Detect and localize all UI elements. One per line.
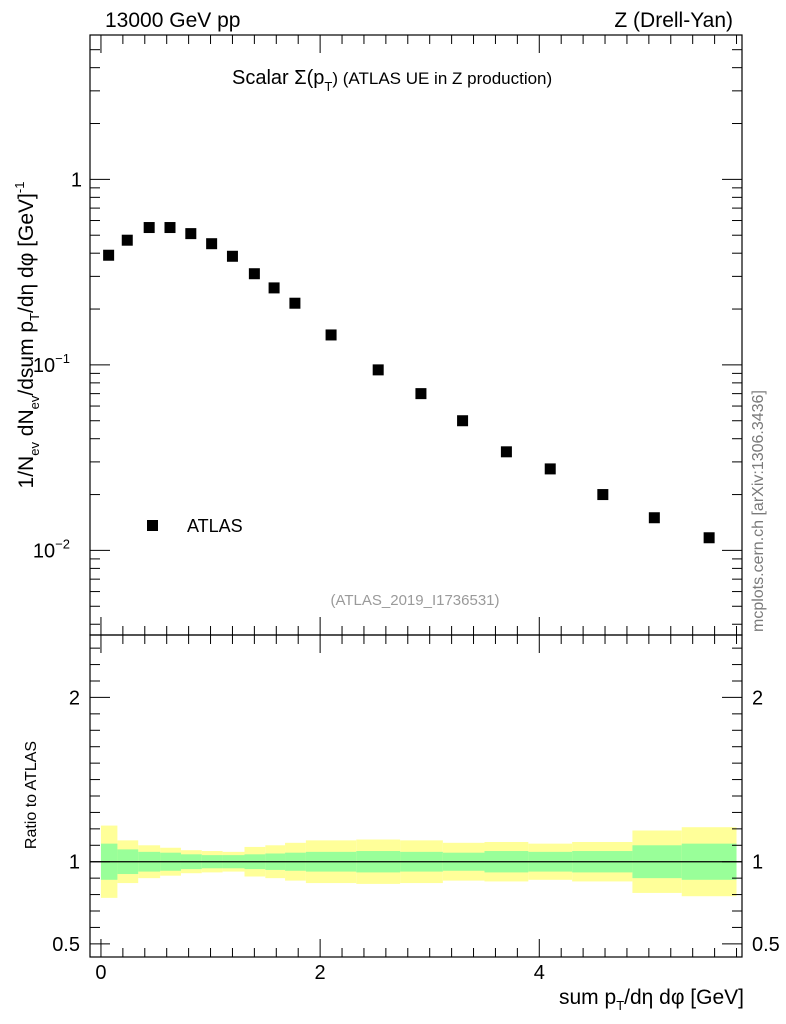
data-point (457, 415, 469, 427)
legend-label: ATLAS (187, 516, 243, 536)
data-point (226, 250, 238, 262)
data-point (415, 388, 427, 400)
ratio-y-tick-label-right: 2 (752, 687, 763, 709)
x-axis-label: sum pT/dη dφ [GeV] (559, 986, 744, 1013)
plot-title-rest: ) (ATLAS UE in Z production) (332, 69, 552, 88)
data-point (206, 238, 218, 250)
data-point (703, 532, 715, 544)
data-point (268, 282, 280, 294)
main-data-points (103, 222, 715, 544)
main-panel: 1 10−1 10−2 Scalar Σ(pT) (ATLAS UE in Z pr… (12, 34, 743, 636)
data-point (248, 268, 260, 280)
data-point (143, 222, 155, 234)
data-point (597, 489, 609, 501)
data-point (289, 297, 301, 309)
y-tick-label: 10−1 (33, 351, 70, 377)
x-tick-label: 2 (315, 962, 326, 984)
main-plot-frame (89, 34, 743, 636)
ratio-y-tick-label-left: 2 (69, 687, 80, 709)
ratio-y-tick-label-right: 1 (752, 852, 763, 874)
ratio-y-tick-label-left: 0.5 (52, 934, 80, 956)
ratio-y-axis-label: Ratio to ATLAS (23, 741, 40, 849)
data-point (372, 364, 384, 376)
y-tick-label: 1 (71, 169, 82, 191)
main-axis-ticks: 1 10−1 10−2 (33, 34, 742, 635)
data-point (103, 249, 115, 261)
ratio-plot-frame (89, 634, 743, 958)
main-y-axis-label: 1/Nev dNev/dsum pT/dη dφ [GeV]-1 (12, 182, 42, 489)
legend-marker (147, 520, 158, 531)
plot-title: Scalar Σ(pT) (ATLAS UE in Z production) (232, 67, 552, 94)
header-collision-label: 13000 GeV pp (105, 9, 240, 32)
data-point (500, 446, 512, 458)
y-tick-label-exponent: −1 (55, 351, 70, 366)
data-point (544, 463, 556, 475)
side-source-label: mcplots.cern.ch [arXiv:1306.3436] (750, 390, 767, 632)
data-point (121, 234, 133, 246)
plot-title-main: Scalar Σ(p (232, 67, 324, 89)
x-tick-label: 4 (534, 962, 545, 984)
data-point (325, 329, 337, 341)
data-point (648, 512, 660, 524)
ratio-panel: 0.5 0.5 1 1 2 2 0 2 4 Ratio to ATLAS (23, 634, 780, 984)
data-point (185, 228, 197, 240)
data-point (164, 222, 176, 234)
ratio-axis-ticks: 0.5 0.5 1 1 2 2 0 2 4 (52, 635, 780, 984)
ratio-y-tick-label-left: 1 (69, 852, 80, 874)
header-process-label: Z (Drell-Yan) (614, 9, 733, 32)
y-tick-label: 10−2 (33, 536, 70, 562)
legend: ATLAS (147, 516, 243, 536)
ratio-y-tick-label-right: 0.5 (752, 934, 780, 956)
x-tick-label: 0 (95, 962, 106, 984)
plot-title-sub: T (324, 79, 332, 94)
y-tick-label-exponent: −2 (55, 536, 70, 551)
analysis-tag: (ATLAS_2019_I1736531) (330, 592, 499, 609)
